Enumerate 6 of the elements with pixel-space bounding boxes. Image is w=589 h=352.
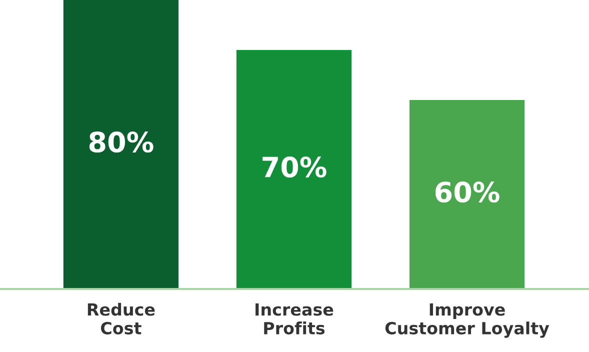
data-label: 60% — [435, 182, 500, 203]
x-tick-label: Increase Profits — [256, 303, 334, 334]
x-tick-label: Improve Customer Loyalty — [385, 303, 550, 338]
data-label: 80% — [89, 132, 154, 153]
x-tick-label: Reduce Cost — [88, 302, 155, 334]
data-label: 70% — [262, 156, 326, 178]
